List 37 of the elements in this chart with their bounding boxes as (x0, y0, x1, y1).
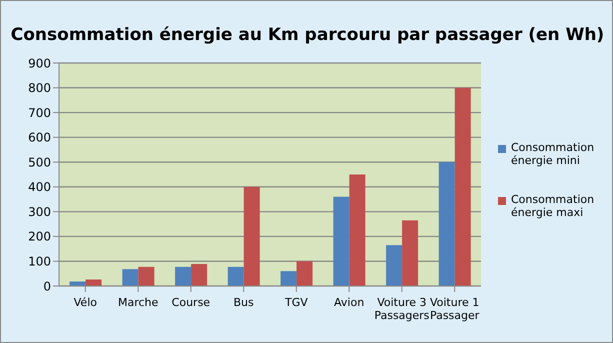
y-tick-label: 300 (28, 204, 51, 219)
y-tick-label: 200 (28, 230, 51, 244)
y-tick-label: 800 (28, 81, 51, 96)
x-tick-label: Vélo (74, 296, 98, 309)
bar (228, 266, 244, 286)
bar (454, 88, 471, 286)
x-tick-label: Bus (234, 296, 254, 309)
y-tick-label: 0 (43, 279, 51, 294)
bar (402, 220, 418, 286)
x-tick-label: Course (172, 296, 210, 309)
x-tick-label: Voiture 3 Passagers (374, 296, 430, 322)
bar (191, 264, 208, 286)
bar (349, 174, 366, 286)
legend-label: Consommation énergie mini (511, 141, 596, 167)
x-tick-label: Marche (118, 296, 158, 309)
x-tick-label: Avion (334, 296, 364, 309)
bar (244, 186, 260, 286)
bar (70, 282, 86, 286)
bar (296, 261, 313, 286)
x-tick-label: TGV (284, 296, 308, 309)
y-tick-label: 400 (28, 180, 51, 194)
bar (280, 271, 297, 286)
chart-title: Consommation énergie au Km parcouru par passager (en Wh) (10, 25, 606, 45)
bar (386, 245, 402, 286)
bar (138, 266, 154, 286)
bar (122, 269, 138, 286)
bar (175, 266, 192, 286)
y-tick-label: 900 (28, 56, 51, 70)
bar (86, 280, 102, 286)
legend-label: Consommation énergie maxi (511, 193, 596, 219)
bar (438, 162, 455, 286)
y-tick-label: 500 (28, 155, 51, 170)
y-tick-label: 700 (28, 106, 51, 120)
x-tick-label: Voiture 1 Passager (430, 296, 480, 322)
y-tick-label: 100 (28, 254, 51, 268)
y-tick-label: 600 (28, 130, 51, 145)
bar (333, 196, 350, 286)
